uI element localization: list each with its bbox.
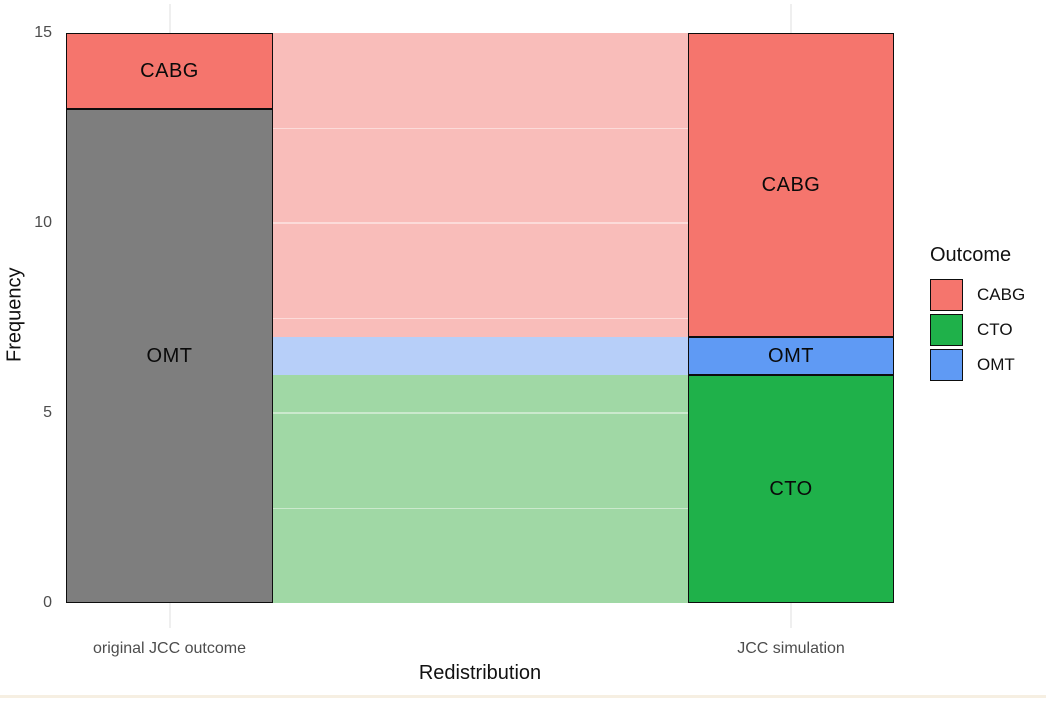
- y-tick-label: 10: [34, 214, 52, 231]
- legend-swatch: [930, 314, 963, 346]
- bar-segment-label: CABG: [140, 59, 199, 82]
- minor-gridline: [272, 128, 689, 129]
- legend-entry-cto: CTO: [930, 314, 1040, 346]
- bar-segment-omt: OMT: [688, 337, 894, 375]
- flow-band-CABG-flow: [272, 33, 689, 337]
- y-tick-label: 15: [34, 24, 52, 41]
- legend-entry-label: CABG: [977, 285, 1026, 304]
- legend: Outcome CABG CTO OMT: [930, 244, 1040, 384]
- bar-segment-cto: CTO: [688, 375, 894, 603]
- bar-segment-label: OMT: [768, 344, 814, 367]
- x-tick-label: original JCC outcome: [93, 640, 246, 657]
- bar-segment-label: CABG: [761, 173, 821, 196]
- y-tick-label: 5: [43, 404, 52, 421]
- legend-entry-label: OMT: [977, 355, 1015, 374]
- bottom-edge-line: [0, 695, 1046, 698]
- bar-segment-omt: OMT: [66, 109, 273, 603]
- y-tick-label: 0: [43, 594, 52, 611]
- legend-entry-cabg: CABG: [930, 279, 1040, 311]
- legend-title: Outcome: [930, 244, 1012, 266]
- legend-swatch: [930, 279, 963, 311]
- bar-segment-label: CTO: [769, 477, 813, 500]
- flow-band-OMT-flow: [272, 337, 689, 375]
- legend-items: CABG CTO OMT: [930, 279, 1040, 381]
- bar-segment-label: OMT: [146, 344, 193, 367]
- x-tick-label: JCC simulation: [737, 640, 845, 657]
- major-gridline: [272, 412, 689, 414]
- legend-swatch: [930, 349, 963, 381]
- flow-band-CTO-flow: [272, 375, 689, 603]
- minor-gridline: [272, 318, 689, 319]
- x-axis-title: Redistribution: [418, 662, 542, 684]
- major-gridline: [272, 222, 689, 224]
- minor-gridline: [272, 508, 689, 509]
- legend-entry-omt: OMT: [930, 349, 1040, 381]
- bar-segment-cabg: CABG: [66, 33, 273, 109]
- bar-segment-cabg: CABG: [688, 33, 894, 337]
- legend-entry-label: CTO: [977, 320, 1013, 339]
